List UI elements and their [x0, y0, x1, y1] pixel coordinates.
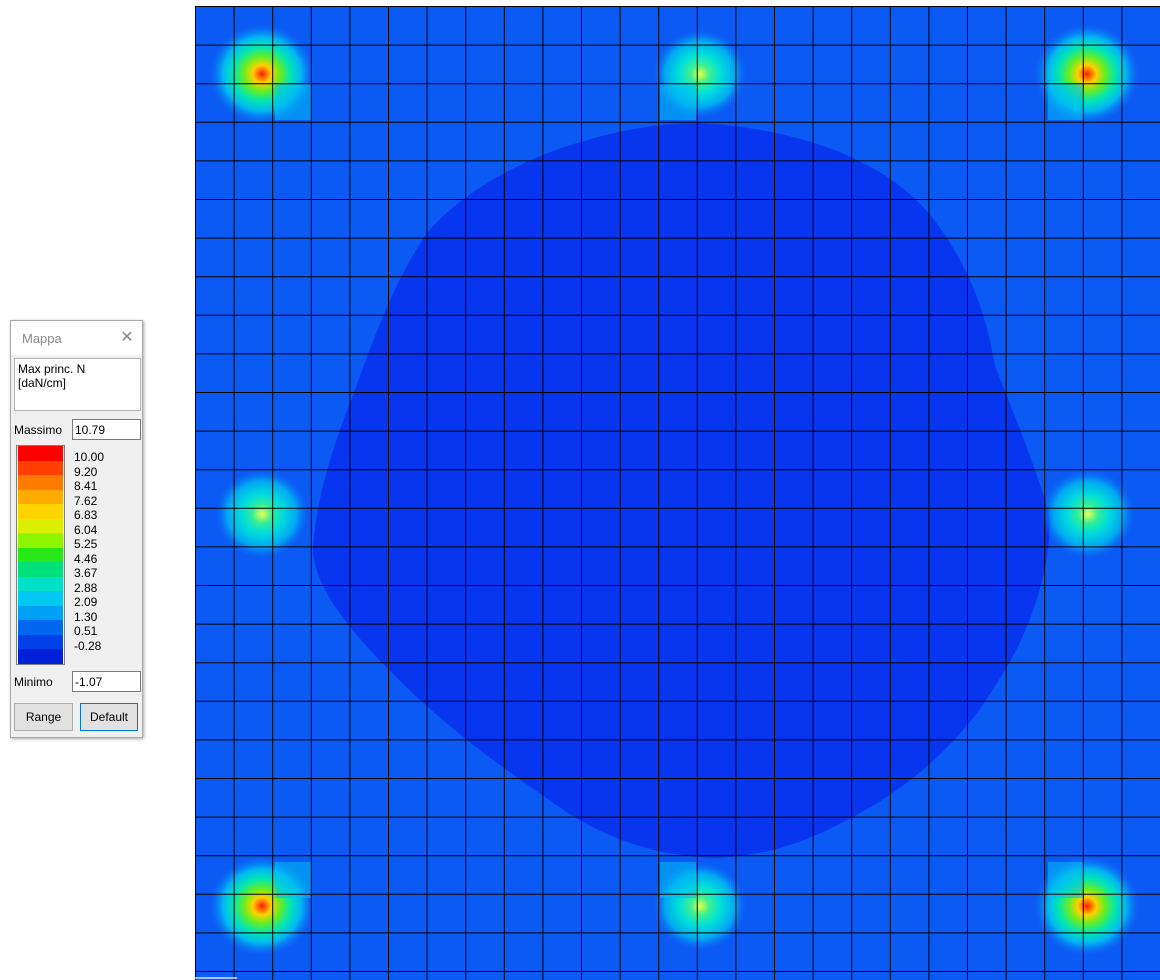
contour-map-viewport[interactable] [195, 6, 1160, 980]
range-button[interactable]: Range [14, 703, 73, 731]
legend-value: 6.04 [74, 522, 98, 537]
legend-value: 1.30 [74, 609, 98, 624]
legend-value: 4.46 [74, 551, 98, 566]
legend-value: 8.41 [74, 479, 98, 494]
legend-value: 2.09 [74, 595, 98, 610]
legend-swatch [18, 634, 63, 650]
stress-patch [275, 862, 311, 898]
stress-patch [660, 862, 696, 898]
stress-patch [660, 84, 696, 120]
legend-swatch [18, 605, 63, 621]
close-icon[interactable]: ✕ [120, 329, 134, 346]
legend-swatch [18, 591, 63, 607]
min-label: Minimo [14, 675, 53, 689]
legend-swatch [18, 562, 63, 578]
legend-swatch [18, 446, 63, 462]
legend-value: 10.00 [74, 450, 105, 464]
legend-swatch [18, 649, 63, 665]
quantity-display: Max princ. N [daN/cm] [14, 358, 141, 411]
legend-swatch [18, 460, 63, 476]
legend-value: 3.67 [74, 566, 98, 581]
legend-swatch [18, 620, 63, 636]
stress-hotspot [1042, 470, 1134, 558]
stress-hotspot [216, 470, 308, 558]
axis-indicator [195, 977, 237, 979]
mappa-window[interactable]: Mappa ✕ Max princ. N [daN/cm] Massimo 10… [10, 320, 143, 738]
stress-patch [275, 84, 311, 120]
legend-swatch [18, 576, 63, 592]
legend-swatch [18, 475, 63, 491]
legend-color-scale [16, 445, 65, 665]
legend-swatch [18, 504, 63, 520]
legend-swatch [18, 533, 63, 549]
mappa-titlebar[interactable]: Mappa ✕ [11, 321, 142, 355]
stress-patch [1048, 84, 1084, 120]
quantity-name: Max princ. N [18, 362, 86, 376]
legend-swatch [18, 518, 63, 534]
legend-swatch [18, 547, 63, 563]
contour-map [195, 6, 1160, 980]
legend-value: 6.83 [74, 508, 98, 523]
max-label: Massimo [14, 423, 63, 437]
legend-value: 7.62 [74, 493, 98, 508]
low-stress-region [313, 123, 1050, 858]
legend-swatch [18, 489, 63, 505]
stress-patch [1048, 862, 1084, 898]
max-input[interactable] [72, 419, 141, 440]
min-input[interactable] [72, 671, 141, 692]
legend-value: 9.20 [74, 464, 98, 479]
quantity-unit: [daN/cm] [18, 376, 67, 390]
legend-value: 5.25 [74, 537, 98, 552]
default-button[interactable]: Default [80, 703, 138, 731]
legend-value: 0.51 [74, 624, 98, 639]
legend-value: 2.88 [74, 580, 98, 595]
mappa-title: Mappa [22, 331, 62, 346]
legend-value: -0.28 [74, 638, 102, 653]
